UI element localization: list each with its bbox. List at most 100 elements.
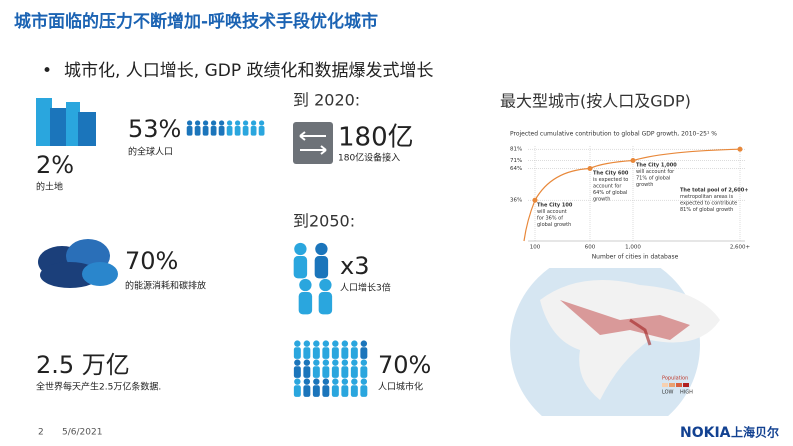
person-head — [322, 359, 330, 366]
bullet-dot: • — [42, 61, 52, 81]
annotation: The City 600 — [593, 171, 629, 177]
stat-value: 53% — [128, 115, 181, 143]
annotation: growth — [636, 182, 653, 188]
annotation: will account — [537, 209, 567, 215]
section-heading: 到 2020: — [293, 91, 360, 110]
annotation: for 36% of — [537, 216, 563, 222]
page-number: 2 — [38, 428, 44, 438]
person-body — [312, 366, 320, 378]
person-body — [303, 366, 311, 378]
annotation: metropolitan areas is — [680, 194, 733, 200]
date: 5/6/2021 — [62, 428, 102, 438]
stat-value: 70% — [378, 351, 431, 379]
person-head — [226, 120, 233, 126]
person-head — [242, 120, 249, 126]
world-map — [510, 268, 720, 416]
annotation: The City 100 — [537, 203, 573, 209]
annotation: 64% of global — [593, 190, 627, 196]
stat-value: x3 — [340, 252, 369, 280]
people-icons — [293, 340, 368, 397]
person-head — [313, 378, 320, 385]
person-head — [303, 359, 311, 366]
stat-value: 2.5 万亿 — [36, 351, 130, 379]
chart-title: Projected cumulative contribution to glo… — [510, 131, 717, 138]
cloud-icon — [38, 239, 118, 288]
person-head — [351, 340, 358, 347]
annotation: is expected to — [593, 177, 628, 183]
person-head — [210, 120, 217, 126]
person-body — [293, 366, 301, 378]
person-body — [360, 366, 368, 378]
stat-label: 的全球人口 — [128, 146, 173, 158]
annotation: growth — [593, 197, 610, 203]
person-body — [293, 256, 308, 279]
person-head — [360, 378, 368, 385]
person-body — [350, 366, 358, 378]
person-body — [341, 385, 349, 397]
person-head — [319, 278, 332, 292]
person-head — [315, 242, 328, 256]
person-body — [293, 347, 301, 359]
person-body — [322, 366, 330, 378]
person-head — [332, 340, 339, 347]
person-body — [218, 126, 225, 136]
annotation: 81% of global growth — [680, 207, 733, 213]
map-legend: Population LOW HIGH — [662, 376, 693, 396]
building-icon — [36, 98, 96, 146]
person-body — [314, 256, 329, 279]
person-head — [294, 242, 307, 256]
person-head — [250, 120, 257, 126]
person-body — [258, 126, 265, 136]
stat-value: 2% — [36, 151, 74, 179]
person-head — [294, 340, 301, 347]
person-body — [350, 385, 358, 397]
person-head — [186, 120, 193, 126]
person-body — [331, 347, 339, 359]
person-body — [360, 347, 368, 359]
person-head — [341, 378, 349, 385]
person-head — [218, 120, 225, 126]
point — [630, 158, 636, 164]
person-head — [258, 120, 265, 126]
point — [737, 146, 743, 152]
person-head — [303, 340, 311, 347]
person-head — [351, 359, 358, 366]
y-tick-label: 81% — [510, 147, 522, 153]
chart: Projected cumulative contribution to glo… — [510, 131, 751, 261]
stat-value: 70% — [125, 247, 178, 275]
person-body — [322, 347, 330, 359]
y-tick-label: 64% — [510, 166, 522, 172]
person-head — [294, 359, 301, 366]
point — [587, 165, 593, 171]
x-tick-label: 600 — [585, 245, 596, 251]
person-head — [313, 359, 320, 366]
x-tick-label: 2,600+ — [730, 245, 751, 251]
person-head — [341, 340, 349, 347]
person-head — [294, 378, 301, 385]
person-head — [351, 378, 358, 385]
person-body — [303, 385, 311, 397]
person-body — [234, 126, 241, 136]
person-body — [312, 347, 320, 359]
y-tick-label: 36% — [510, 198, 522, 204]
annotation: will account for — [636, 169, 675, 175]
stat-label: 的土地 — [36, 181, 63, 193]
person-body — [194, 126, 201, 136]
person-body — [312, 385, 320, 397]
person-head — [360, 340, 368, 347]
person-body — [226, 126, 233, 136]
person-body — [318, 292, 333, 315]
legend-low: LOW — [662, 390, 674, 396]
person-body — [350, 347, 358, 359]
curve-tail — [523, 199, 536, 242]
person-body — [298, 292, 313, 315]
person-head — [234, 120, 241, 126]
legend-high: HIGH — [680, 390, 693, 396]
person-head — [322, 378, 330, 385]
person-head — [299, 278, 312, 292]
person-head — [332, 378, 339, 385]
person-head — [194, 120, 201, 126]
person-body — [202, 126, 209, 136]
people-icons — [186, 120, 265, 136]
